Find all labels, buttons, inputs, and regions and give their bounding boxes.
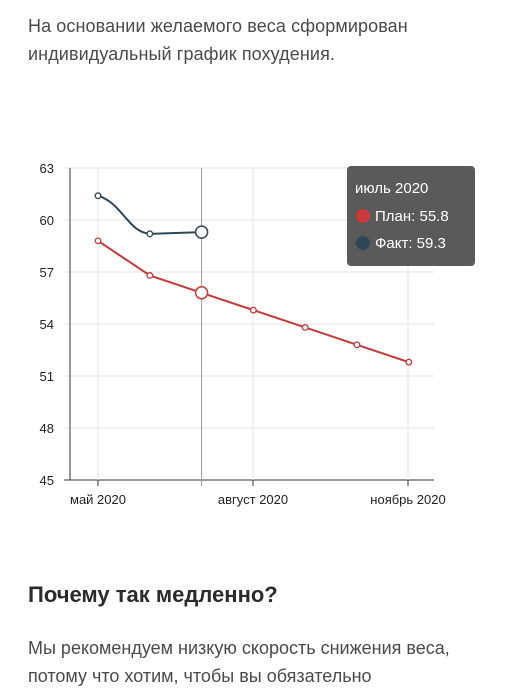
x-tick-label: май 2020 [70, 492, 126, 507]
x-tick-label: ноябрь 2020 [370, 492, 445, 507]
chart-tooltip: июль 2020 План: 55.8 Факт: 59.3 [347, 166, 475, 266]
data-point [146, 272, 154, 279]
y-tick-label: 60 [40, 213, 54, 228]
legend-dot [356, 209, 370, 223]
series-lines [94, 192, 413, 366]
y-tick-label: 57 [40, 265, 54, 280]
data-point [194, 225, 209, 239]
tooltip-box [347, 166, 475, 266]
grid [64, 167, 434, 486]
y-tick-label: 54 [40, 317, 54, 332]
y-tick-label: 45 [40, 473, 54, 488]
x-axis: май 2020 август 2020 ноябрь 2020 [70, 480, 446, 507]
data-point [94, 192, 102, 200]
tooltip-item: Факт: 59.3 [375, 235, 446, 252]
series-line-fact [97, 194, 202, 235]
tooltip-title: июль 2020 [355, 180, 428, 197]
y-tick-label: 48 [40, 421, 54, 436]
section-heading: Почему так медленно? [28, 582, 278, 607]
data-point [194, 286, 209, 300]
legend-dot [356, 236, 370, 250]
y-tick-label: 63 [40, 161, 54, 176]
y-tick-label: 51 [40, 369, 54, 384]
tooltip-item: План: 55.8 [375, 208, 449, 225]
data-point [249, 306, 257, 314]
body-text: Мы рекомендуем низкую скорость снижения … [28, 638, 450, 686]
x-tick-label: август 2020 [218, 492, 288, 507]
y-axis: 63 60 57 54 51 48 45 [40, 161, 71, 488]
data-point [301, 324, 309, 331]
weight-chart[interactable]: 63 60 57 54 51 48 45 май 2020 август 2020 ноябрь… [0, 150, 508, 520]
data-point [353, 341, 361, 349]
data-point [405, 358, 413, 366]
data-point [94, 237, 102, 245]
intro-text: На основании желаемого веса сформирован … [28, 16, 408, 64]
data-point [146, 230, 154, 238]
